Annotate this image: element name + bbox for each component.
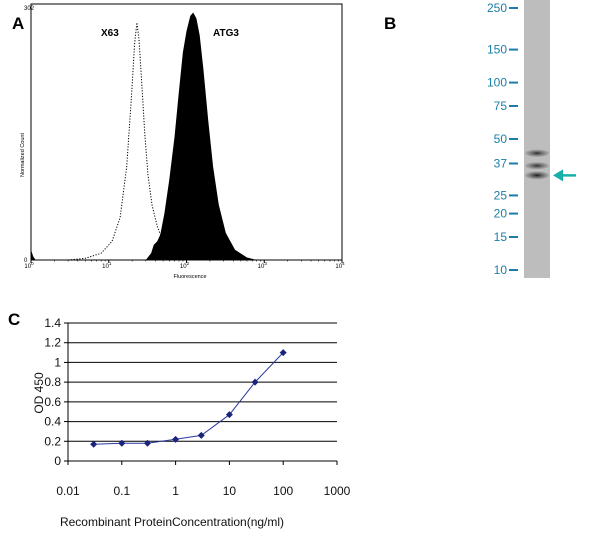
blot-band	[525, 149, 549, 157]
blot-lane	[524, 0, 550, 278]
histogram-x-tick-label: 101	[102, 261, 112, 270]
elisa-y-tick-label: 0.6	[44, 395, 61, 409]
elisa-y-tick-label: 1.4	[44, 316, 61, 330]
elisa-x-tick-label: 0.1	[113, 484, 130, 498]
elisa-x-tick-label: 10	[223, 484, 237, 498]
elisa-y-tick-label: 0.4	[44, 415, 61, 429]
elisa-data-point	[279, 349, 287, 357]
histogram-legend-x63: X63	[101, 28, 119, 39]
blot-marker-label: 75	[494, 99, 508, 113]
blot-marker-label: 250	[487, 1, 507, 15]
elisa-x-tick-label: 0.01	[56, 484, 80, 498]
elisa-series-line	[93, 352, 284, 445]
histogram-y-zero-tick: 0	[24, 258, 28, 264]
blot-band	[525, 162, 549, 170]
histogram-y-axis-label: Normalized Count	[20, 133, 26, 177]
panel-label-c: C	[8, 310, 21, 329]
elisa-y-tick-label: 0	[54, 454, 61, 468]
histogram-x-tick-label: 104	[335, 261, 345, 270]
histogram-x-tick-label: 103	[258, 261, 268, 270]
elisa-x-axis-label: Recombinant ProteinConcentration(ng/ml)	[60, 515, 284, 529]
western-blot: 250 150 100 75 50 37 25 20 15 10	[487, 0, 576, 278]
elisa-y-tick-label: 0.2	[44, 434, 61, 448]
elisa-data-point	[118, 439, 126, 447]
histogram-series-atg3	[145, 12, 257, 260]
blot-marker-label: 10	[494, 263, 508, 277]
elisa-y-tick-label: 1.2	[44, 336, 61, 350]
blot-marker-label: 37	[494, 157, 508, 171]
elisa-data-point	[143, 439, 151, 447]
elisa-x-tick-label: 1	[172, 484, 179, 498]
elisa-data-point	[251, 378, 259, 386]
histogram-x-tick-label: 102	[180, 261, 190, 270]
histogram-x-axis-label: Fluorescence	[173, 274, 206, 280]
elisa-line-chart: 0 0.2 0.4 0.6 0.8 1 1.2 1.4 0.01 0.1 1 10 100 1000 OD…	[32, 316, 351, 529]
blot-band	[525, 171, 549, 180]
elisa-x-tick-label: 100	[273, 484, 293, 498]
elisa-x-tick-label: 1000	[324, 484, 351, 498]
blot-marker-label: 15	[494, 230, 508, 244]
elisa-data-point	[225, 411, 233, 419]
blot-marker-label: 50	[494, 132, 508, 146]
histogram-x-tick-label: 100	[24, 261, 34, 270]
blot-marker-label: 25	[494, 188, 508, 202]
blot-marker-label: 100	[487, 76, 507, 90]
elisa-data-point	[172, 435, 180, 443]
blot-marker-label: 20	[494, 207, 508, 221]
elisa-y-tick-label: 0.8	[44, 375, 61, 389]
histogram-series-x63	[68, 22, 175, 261]
histogram-origin-spike	[31, 249, 36, 260]
elisa-y-axis-label: OD 450	[32, 372, 46, 414]
panel-label-a: A	[12, 14, 25, 33]
elisa-y-tick-label: 1	[54, 355, 61, 369]
histogram-legend-atg3: ATG3	[213, 28, 239, 39]
elisa-data-point	[90, 440, 98, 448]
histogram-y-top-tick: 302	[24, 6, 35, 12]
panel-label-b: B	[384, 14, 397, 33]
blot-arrow-head	[553, 169, 563, 182]
flow-histogram-chart: 100 101 102 103 104 302 0 Normalized Count F…	[20, 3, 345, 280]
elisa-data-point	[197, 431, 205, 439]
blot-marker-label: 150	[487, 43, 507, 57]
